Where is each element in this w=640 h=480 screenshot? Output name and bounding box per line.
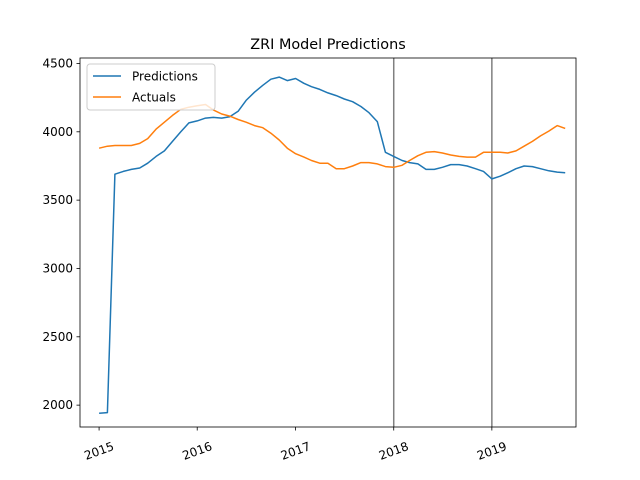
y-axis: 2000 2500 3000 3500 4000 4500	[42, 56, 80, 412]
y-tick-label: 3000	[42, 261, 73, 275]
y-tick-label: 2000	[42, 398, 73, 412]
legend-label-actuals: Actuals	[132, 91, 176, 105]
reference-lines	[392, 58, 493, 427]
plot-frame	[79, 57, 577, 428]
series-line-actuals	[98, 103, 566, 170]
chart-title: ZRI Model Predictions	[250, 37, 405, 53]
y-tick-label: 3500	[42, 193, 73, 207]
series-line-predictions	[99, 76, 566, 415]
y-tick-label: 4500	[42, 56, 73, 70]
legend: Predictions Actuals	[86, 63, 216, 111]
legend-label-predictions: Predictions	[132, 70, 198, 84]
plot-lines	[98, 76, 566, 415]
y-tick-label: 2500	[42, 330, 73, 344]
y-tick-label: 4000	[42, 125, 73, 139]
